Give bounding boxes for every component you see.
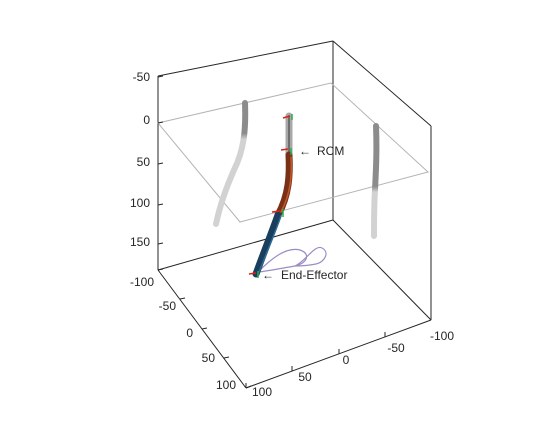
z-tick-label: 100 [130,196,150,210]
end-effector-annotation: ← End-Effector [262,268,347,282]
marker-red [248,272,257,275]
rcm-label: RCM [317,144,344,158]
x-tick-label: 50 [298,370,312,384]
y-tick-label: -50 [159,299,177,313]
box-edge [157,219,334,271]
proximal-bending-segment [252,211,282,278]
proximal-highlight [258,215,282,273]
shadow-projection-right [371,123,380,239]
x-tick-label: 100 [252,385,272,399]
z-tick-label: 0 [143,113,150,127]
y-tick-label: -100 [130,275,154,289]
x-axis: 100 50 0 -50 -100 [245,315,454,399]
z-tick-label: -50 [133,70,151,84]
continuum-robot [252,112,293,278]
x-tick-label: -50 [387,341,405,355]
box-edge [332,219,432,321]
box-edge [332,40,432,127]
end-effector-arrow: ← [262,268,274,282]
rcm-arrow: ← [299,144,311,158]
y-tick-label: 50 [202,351,216,365]
x-tick-label: -100 [430,329,454,343]
distal-highlight [280,156,293,213]
x-tick-label: 0 [343,353,350,367]
box-edge [157,40,334,77]
end-effector-label: End-Effector [281,268,347,282]
axes-box-back [157,40,432,321]
shadow-projection-left [213,100,249,227]
end-effector-trajectory [256,246,327,273]
rcm-annotation: ← RCM [299,144,344,158]
y-axis: -100 -50 0 50 100 [130,268,252,392]
marker-red [271,210,281,213]
y-tick-label: 0 [186,326,193,340]
z-axis: -50 0 50 100 150 [130,70,164,249]
axes-box-front [157,269,432,389]
distal-bending-segment [274,151,293,219]
z-tick-label: 50 [137,155,151,169]
y-tick-label: 100 [216,378,236,392]
z-zero-plane [157,82,430,223]
z-tick-label: 150 [130,235,150,249]
marker-red [282,115,291,119]
marker-red [280,148,289,151]
frame-markers [248,114,293,278]
